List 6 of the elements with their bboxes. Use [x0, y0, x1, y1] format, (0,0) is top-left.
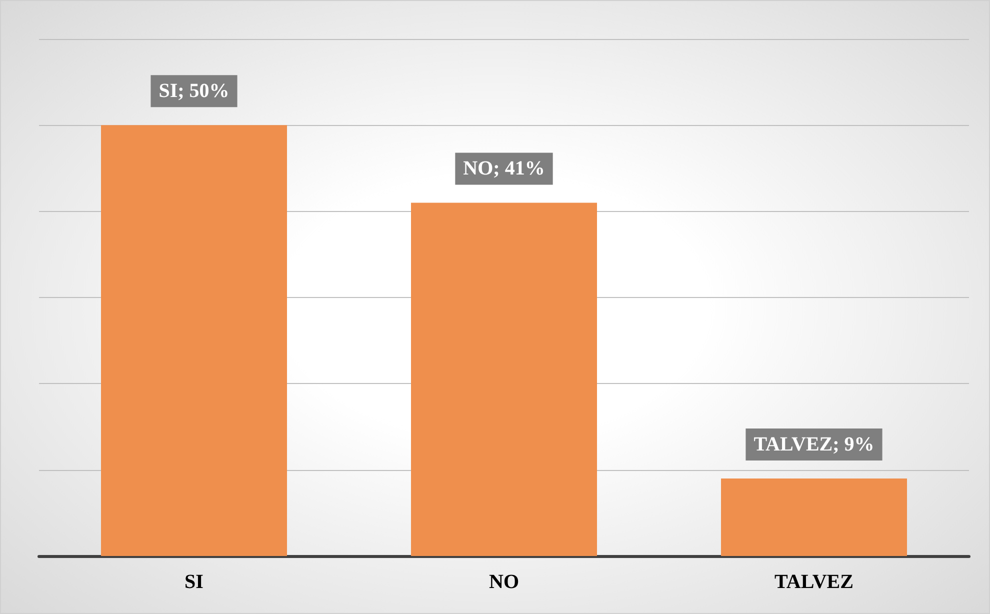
- data-label: SI; 50%: [158, 80, 230, 102]
- x-tick-label: SI: [184, 571, 204, 593]
- x-tick-label: TALVEZ: [774, 571, 854, 593]
- x-tick-label: NO: [489, 571, 519, 593]
- data-label: TALVEZ; 9%: [754, 433, 874, 456]
- data-label: NO; 41%: [463, 158, 545, 180]
